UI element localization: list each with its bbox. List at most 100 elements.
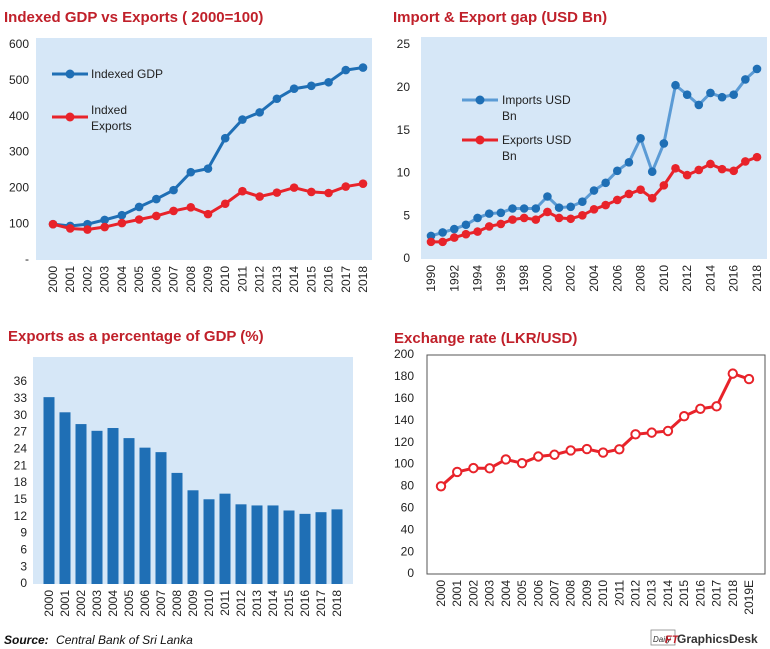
daily-logo-text: Daily xyxy=(653,635,672,644)
data-point-imports xyxy=(752,64,762,74)
data-point-exports xyxy=(543,207,552,217)
x-tick-label: 2010 xyxy=(218,266,232,293)
data-point-imports xyxy=(682,90,692,99)
data-point-imports xyxy=(543,192,552,201)
ft-logo-text: FT xyxy=(665,634,680,646)
data-point-gdp xyxy=(255,108,264,117)
bar xyxy=(43,397,55,584)
data-point-imports xyxy=(612,166,622,176)
y-tick-label: 0 xyxy=(20,576,27,590)
x-tick-label: 2001 xyxy=(450,580,464,607)
x-tick-label: 2006 xyxy=(138,590,152,617)
data-point-imports xyxy=(589,186,599,195)
x-tick-label: 2015 xyxy=(677,580,691,607)
exchange-rate-y-axis: 0 20 40 60 80 100 120 140 160 180 200 xyxy=(394,347,414,580)
x-tick-label: 2018 xyxy=(726,580,740,607)
x-tick-label: 2011 xyxy=(218,590,232,616)
bar xyxy=(91,430,103,584)
data-point-imports xyxy=(508,204,517,213)
bar xyxy=(219,493,231,584)
data-point-exports xyxy=(647,193,657,203)
y-tick-label: 15 xyxy=(397,123,411,137)
data-point-exports xyxy=(134,215,144,224)
data-point-imports xyxy=(636,134,645,143)
data-point-exports xyxy=(578,211,587,220)
y-tick-label: 40 xyxy=(401,522,415,536)
data-point-exchange-rate xyxy=(711,401,722,412)
x-tick-label: 2018 xyxy=(356,266,370,293)
data-point-imports xyxy=(473,213,482,223)
x-tick-label: 2004 xyxy=(106,590,120,617)
import-export-gap-series xyxy=(426,64,762,247)
x-tick-label: 2002 xyxy=(80,266,94,293)
y-tick-label: 160 xyxy=(394,391,414,405)
data-point-gdp xyxy=(289,84,299,94)
data-point-exports xyxy=(100,222,109,232)
bar xyxy=(75,424,87,584)
exports-pct-gdp-x-axis: 2000 2001 2002 2003 2004 2005 2006 2007 2008 2009… xyxy=(42,590,344,617)
exports-pct-gdp-y-axis: 0 3 6 9 12 15 18 21 24 27 30 33 36 xyxy=(14,374,28,590)
y-tick-label: 10 xyxy=(397,166,411,180)
x-tick-label: 2014 xyxy=(266,590,280,617)
gdp-exports-legend: Indexed GDP Indxed Exports xyxy=(52,67,163,133)
data-point-imports xyxy=(729,90,739,99)
x-tick-label: 2005 xyxy=(132,266,146,293)
data-point-exchange-rate xyxy=(452,466,463,478)
x-tick-label: 2007 xyxy=(547,580,561,607)
source-note: Source: Central Bank of Sri Lanka xyxy=(4,633,193,647)
y-tick-label: - xyxy=(25,252,29,266)
y-tick-label: 36 xyxy=(14,374,28,388)
x-tick-label: 2011 xyxy=(612,580,626,606)
data-point-exports xyxy=(461,229,471,239)
x-tick-label: 2012 xyxy=(253,266,267,293)
data-point-exchange-rate xyxy=(581,443,593,455)
y-tick-label: 120 xyxy=(394,435,414,449)
data-point-gdp xyxy=(203,164,213,173)
legend-label-gdp: Indexed GDP xyxy=(91,67,163,81)
data-point-exports xyxy=(671,163,680,173)
data-point-imports xyxy=(426,231,436,241)
x-tick-label: 1992 xyxy=(447,265,461,292)
source-text: Central Bank of Sri Lanka xyxy=(56,633,193,647)
legend-label-exports: Indxed Exports xyxy=(91,103,132,133)
data-point-exports xyxy=(612,195,622,205)
legend-marker-exports xyxy=(65,112,75,122)
y-tick-label: 33 xyxy=(14,391,28,405)
x-tick-label: 2010 xyxy=(657,265,671,292)
data-point-exports xyxy=(203,209,213,219)
x-tick-label: 2007 xyxy=(154,590,168,617)
x-tick-label: 2002 xyxy=(564,265,578,292)
x-tick-label: 2001 xyxy=(63,266,77,293)
data-point-exports xyxy=(473,227,482,236)
data-point-imports xyxy=(531,204,541,213)
data-point-exports xyxy=(519,213,529,223)
legend-label-line: Indxed xyxy=(91,103,127,117)
x-tick-label: 2000 xyxy=(46,266,60,293)
data-point-gdp xyxy=(341,65,351,75)
x-tick-label: 2013 xyxy=(270,266,284,293)
data-point-gdp xyxy=(238,115,247,124)
x-tick-label: 2002 xyxy=(74,590,88,617)
data-point-imports xyxy=(449,224,459,234)
y-tick-label: 12 xyxy=(14,509,28,523)
x-tick-label: 1996 xyxy=(494,265,508,292)
data-point-exports xyxy=(186,203,196,212)
graphics-desk-text: GraphicsDesk xyxy=(677,632,758,646)
bar xyxy=(331,509,343,584)
legend-label-line: Imports USD xyxy=(502,93,571,107)
data-point-gdp xyxy=(186,167,196,177)
data-point-imports xyxy=(671,80,680,90)
data-point-imports xyxy=(706,88,715,98)
gdp-exports-x-axis: 2000 2001 2002 2003 2004 2005 2006 2007 2008 2009… xyxy=(46,266,370,293)
data-point-exports xyxy=(238,186,247,196)
bar xyxy=(139,447,151,584)
legend-label-imports: Imports USD Bn xyxy=(502,93,571,123)
data-point-exchange-rate xyxy=(630,429,641,440)
y-tick-label: 25 xyxy=(397,37,411,51)
x-tick-label: 2012 xyxy=(680,265,694,292)
data-point-exports xyxy=(255,192,264,201)
data-point-exports xyxy=(752,152,762,162)
bar xyxy=(123,438,135,584)
x-tick-label: 2004 xyxy=(115,266,129,293)
y-tick-label: 20 xyxy=(397,80,411,94)
